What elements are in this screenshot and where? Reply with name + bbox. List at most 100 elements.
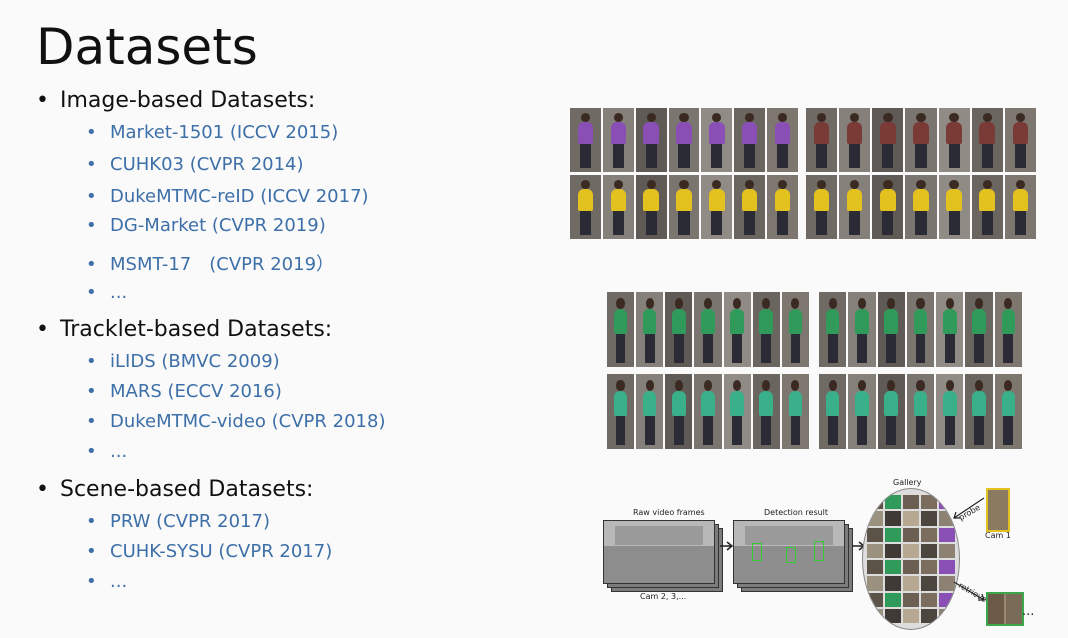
list-item-ilids: • iLIDS (BMVC 2009) (86, 351, 280, 372)
person-thumbnail (734, 175, 766, 239)
retrieved-thumb (1006, 594, 1022, 624)
gallery-thumbnail (921, 592, 937, 607)
person-thumbnail (668, 175, 700, 239)
gallery-thumbnail (885, 608, 901, 623)
person-thumbnail (781, 374, 809, 449)
person-thumbnail (602, 108, 634, 172)
tracklet-strip-teal-a (607, 374, 809, 449)
gallery-thumbnail (921, 495, 937, 510)
frame-front (603, 520, 715, 584)
cams-label: Cam 2, 3,... (640, 592, 687, 601)
person-thumbnail (971, 175, 1003, 239)
bullet-icon: • (86, 381, 97, 402)
item-text: DukeMTMC-reID (ICCV 2017) (110, 186, 369, 207)
gallery-thumbnail (921, 576, 937, 591)
person-thumbnail (965, 374, 993, 449)
person-thumbnail (668, 108, 700, 172)
person-thumbnail (734, 108, 766, 172)
gallery-thumbnail (867, 592, 883, 607)
person-thumbnail (781, 292, 809, 367)
person-thumbnail (848, 374, 876, 449)
item-text: CUHK-SYSU (CVPR 2017) (110, 541, 333, 562)
bullet-icon: • (86, 282, 97, 303)
section-label: Image-based Datasets: (60, 88, 316, 113)
item-text: iLIDS (BMVC 2009) (110, 351, 280, 372)
gallery-thumbnail (921, 543, 937, 558)
gallery-thumbnail (867, 495, 883, 510)
person-thumbnail (665, 292, 693, 367)
list-item-prw: • PRW (CVPR 2017) (86, 511, 270, 532)
person-thumbnail (938, 108, 970, 172)
person-thumbnail (767, 175, 799, 239)
section-label: Tracklet-based Datasets: (60, 317, 333, 342)
list-item-market1501: • Market-1501 (ICCV 2015) (86, 122, 338, 143)
person-thumbnail (607, 374, 635, 449)
person-thumbnail (877, 292, 905, 367)
person-thumbnail (936, 292, 964, 367)
gallery-thumbnail (867, 511, 883, 526)
person-thumbnail (723, 374, 751, 449)
gallery-thumbnail (867, 560, 883, 575)
person-thumbnail (665, 374, 693, 449)
item-text: Market-1501 (ICCV 2015) (110, 122, 339, 143)
person-thumbnail (994, 292, 1022, 367)
probe-image (986, 488, 1010, 532)
raw-video-frames (603, 520, 723, 592)
gallery-thumbnail (939, 495, 955, 510)
person-thumbnail (905, 108, 937, 172)
detection-label: Detection result (764, 508, 829, 517)
person-thumbnail (767, 108, 799, 172)
bullet-icon: • (86, 511, 97, 532)
tracklet-strip-teal-b (819, 374, 1022, 449)
gallery-thumbnail (903, 527, 919, 542)
gallery-thumbnail (903, 608, 919, 623)
gallery-thumbnail (903, 560, 919, 575)
person-thumbnail (938, 175, 970, 239)
list-item-ellipsis: •... (86, 282, 127, 303)
bullet-icon: • (86, 254, 97, 275)
section-tracklet-based: • Tracklet-based Datasets: (36, 317, 332, 342)
list-item-cuhk03: • CUHK03 (CVPR 2014) (86, 154, 304, 175)
list-item-dukemtmc-video: • DukeMTMC-video (CVPR 2018) (86, 411, 385, 432)
person-thumbnail (848, 292, 876, 367)
gallery-thumbnail (903, 543, 919, 558)
person-thumbnail (936, 374, 964, 449)
gallery-thumbnail (939, 527, 955, 542)
bullet-icon: • (36, 88, 49, 113)
gallery-thumbnail (939, 543, 955, 558)
person-thumbnail (723, 292, 751, 367)
person-thumbnail (965, 292, 993, 367)
gallery-thumbnail (885, 560, 901, 575)
detection-box (814, 541, 824, 561)
bullet-icon: • (86, 541, 97, 562)
retrieved-images (986, 592, 1024, 626)
gallery-thumbnail (885, 543, 901, 558)
bullet-icon: • (86, 154, 97, 175)
person-thumbnail (570, 175, 601, 239)
person-thumbnail (701, 175, 733, 239)
person-thumbnail (752, 374, 780, 449)
person-thumbnail (806, 108, 838, 172)
gallery-thumbnail (921, 511, 937, 526)
person-thumbnail (635, 175, 667, 239)
list-item-mars: • MARS (ECCV 2016) (86, 381, 282, 402)
gallery-thumbnail (885, 592, 901, 607)
item-text: MSMT-17 (CVPR 2019） (110, 254, 335, 275)
arrow-right-icon (720, 541, 734, 551)
gallery-thumbnail (867, 527, 883, 542)
gallery-thumbnail (921, 527, 937, 542)
person-thumbnail (877, 374, 905, 449)
person-thumbnail (602, 175, 634, 239)
item-text: ... (110, 571, 128, 592)
frame-front (733, 520, 845, 584)
detection-box (752, 543, 762, 561)
image-strip-purple (570, 108, 799, 172)
bullet-icon: • (86, 215, 97, 236)
person-thumbnail (872, 175, 904, 239)
person-thumbnail (694, 374, 722, 449)
person-thumbnail (752, 292, 780, 367)
person-thumbnail (701, 108, 733, 172)
section-label: Scene-based Datasets: (60, 477, 314, 502)
tracklet-strip-green-b (819, 292, 1022, 367)
gallery-thumbnail (939, 592, 955, 607)
